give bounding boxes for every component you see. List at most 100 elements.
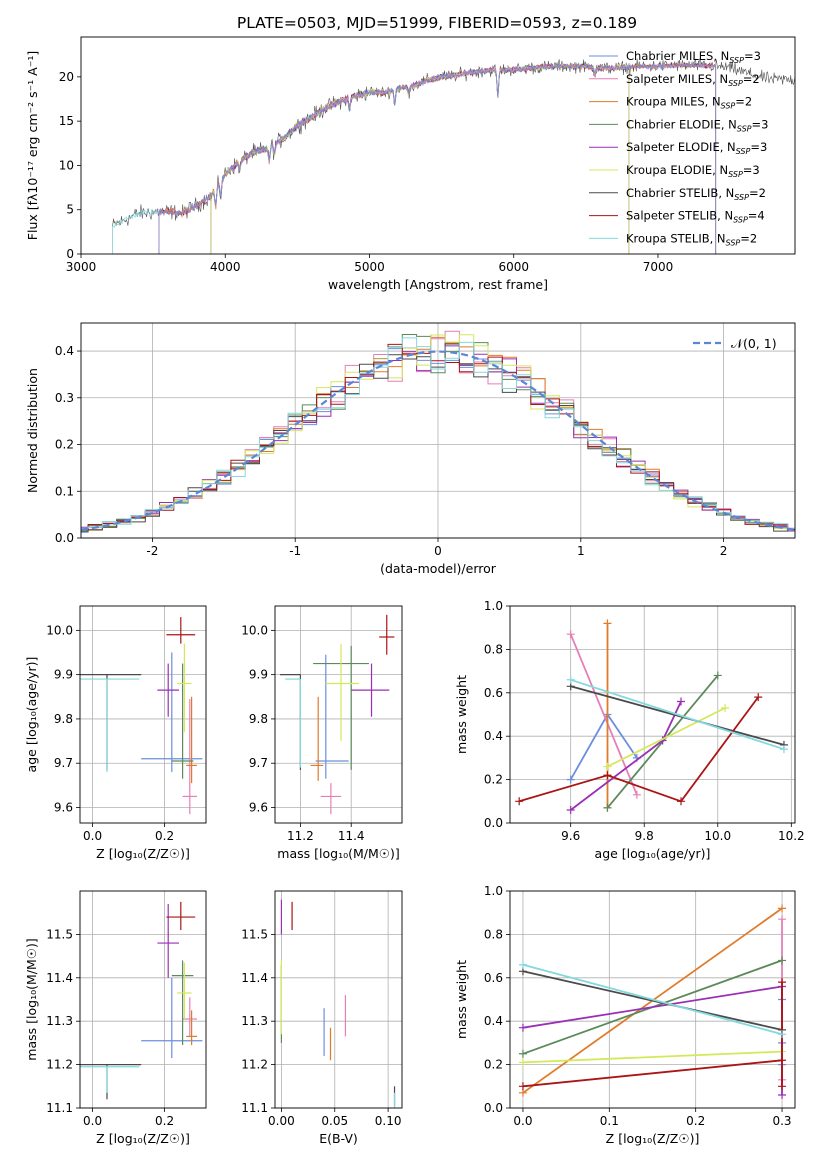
age-vs-mass-frame [274,605,403,824]
series-line [570,685,785,746]
series-marker [778,904,787,913]
age-vs-mass-ytick-label: 9.6 [249,801,268,815]
residuals-xlabel: (data-model)/error [380,561,497,576]
legend-label-sub: SSP [721,102,736,111]
mass-vs-Z-xlabel: Z [log₁₀(Z/Z☉)] [96,1131,190,1146]
mass-vs-Z-panel: 0.0 0.2 11.1 11.2 11.3 11.4 11.5 Z [log₁₀(Z/Z☉)… [24,890,207,1146]
spectrum-xlabel: wavelength [Angstrom, rest frame] [328,277,548,292]
age-vs-mass-point-chabrier-stelib [280,674,301,770]
mass-vs-Z-point-chabrier-elodie [171,960,194,1046]
spectrum-xtick-label: 3000 [66,260,97,274]
residuals-panel: -2 -1 0 1 2 0.0 0.1 0.2 0.3 0.4 (data-model)/error… [25,322,796,576]
mass-weight-vs-age-ytick-label: 1.0 [484,599,503,613]
mass-weight-vs-Z-plot-area [518,904,787,1099]
series-marker [778,1030,787,1039]
mass-vs-ebv-xtick-label: 0.05 [321,1114,348,1128]
mass-weight-vs-Z-panel: 0.0 0.1 0.2 0.3 0.0 0.2 0.4 0.6 0.8 1.0 Z [log₁₀(Z… [454,884,796,1146]
age-vs-Z-ytick-label: 9.9 [54,668,73,682]
legend-label-suffix: =4 [748,209,765,223]
spectrum-ytick-label: 15 [59,114,74,128]
series-marker [721,703,730,712]
age-vs-Z-point-kroupa-elodie [177,643,192,733]
age-vs-Z-ytick-label: 10.0 [46,623,73,637]
series-marker [778,956,787,965]
legend-label-sub: SSP [736,147,751,156]
legend-label: Salpeter STELIB, NSSP=4 [626,209,765,225]
residuals-legend: 𝒩(0, 1) [693,336,777,351]
series-line [522,982,783,1088]
spectrum-panel: 3000 4000 5000 6000 7000 0 5 10 15 20 wavelength [… [25,36,796,292]
series-line [522,1050,783,1064]
residuals-ytick-label: 0.3 [55,391,74,405]
series-marker [677,797,685,806]
mass-weight-vs-age-xtick-label: 10.0 [704,829,731,843]
age-vs-mass-ytick-label: 9.9 [249,668,268,682]
series-marker [566,630,575,639]
spectrum-ylabel: Flux [fλ10⁻¹⁷ erg cm⁻² s⁻¹ A⁻¹] [25,51,40,240]
age-vs-Z-grid [80,606,206,823]
legend-label: Salpeter MILES, NSSP=2 [626,72,760,88]
series-marker [603,619,612,628]
mass-vs-ebv-xtick-label: 0.10 [375,1114,402,1128]
series-line [570,701,682,811]
mass-weight-vs-Z-ytick-label: 0.2 [484,1058,503,1072]
series-line [522,963,783,1036]
mass-weight-vs-age-ytick-label: 0.6 [484,686,503,700]
series-line [522,970,783,1031]
residuals-xtick-label: -1 [289,544,301,558]
age-vs-mass-grid [275,606,402,823]
mass-weight-vs-age-ytick-label: 0.2 [484,773,503,787]
series-marker [677,697,685,706]
mass-weight-vs-age-xtick-label: 9.6 [561,829,580,843]
legend-label-suffix: =3 [752,117,769,131]
legend-label: Kroupa MILES, NSSP=2 [626,95,752,111]
mass-vs-Z-point-salpeter-elodie [157,904,179,978]
mass-vs-Z-point-kroupa-miles [186,1010,197,1046]
age-vs-mass-point-kroupa-elodie [325,643,359,742]
series-marker [713,671,722,680]
spectrum-legend: Chabrier MILES, NSSP=3 Salpeter MILES, NS… [589,49,768,247]
mass-vs-ebv-ytick-label: 11.5 [241,927,268,941]
legend-label-sub: SSP [729,56,744,65]
age-vs-Z-point-kroupa-stelib [80,678,140,773]
mass-weight-vs-age-frame [509,605,796,824]
legend-label: Chabrier MILES, NSSP=3 [626,49,761,65]
spectrum-xtick-label: 6000 [498,260,529,274]
legend-label-sub: SSP [726,238,741,247]
mass-vs-Z-point-salpeter-stelib [166,901,196,931]
age-vs-Z-ytick-label: 9.6 [54,801,73,815]
series-marker [518,1082,527,1091]
age-vs-Z-point-kroupa-miles [186,696,197,784]
mass-weight-vs-age-series-salpeter-stelib [515,693,763,806]
mass-vs-ebv-ytick-label: 11.4 [241,971,268,985]
mass-weight-vs-Z-xtick-label: 0.1 [600,1114,619,1128]
mass-vs-ebv-xtick-label: 0.00 [268,1114,295,1128]
age-vs-mass-point-salpeter-miles [320,783,342,815]
series-marker [566,775,575,784]
mass-weight-vs-Z-xtick-label: 0.2 [686,1114,705,1128]
spectrum-line-kroupa-stelib [112,61,717,254]
mass-vs-Z-point-salpeter-miles [182,997,197,1037]
legend-label-text: Kroupa MILES, N [626,95,721,109]
age-vs-Z-point-salpeter-miles [182,699,197,815]
mass-weight-vs-age-panel: 9.6 9.8 10.0 10.2 0.0 0.2 0.4 0.6 0.8 1.0 age [log… [454,599,805,861]
age-vs-mass-xtick-label: 11.2 [287,829,314,843]
age-vs-Z-xtick-label: 0.0 [83,829,102,843]
series-marker [603,803,612,812]
mass-weight-vs-age-plot-area [515,619,788,814]
legend-label-text: Kroupa ELODIE, N [626,163,728,177]
spectrum-ytick-label: 0 [66,247,74,261]
mass-weight-vs-Z-ytick-label: 0.8 [484,927,503,941]
mass-vs-Z-xtick-label: 0.0 [83,1114,102,1128]
age-vs-mass-ytick-label: 10.0 [241,623,268,637]
legend-label-sub: SSP [728,79,743,88]
age-vs-mass-point-kroupa-miles [310,696,324,781]
mass-vs-ebv-ytick-label: 11.2 [241,1058,268,1072]
age-vs-Z-panel: 0.0 0.2 9.6 9.7 9.8 9.9 10.0 Z [log₁₀(Z/Z☉)] age… [24,605,207,861]
mass-weight-vs-Z-frame [509,890,796,1109]
mass-vs-ebv-grid [275,891,402,1109]
mass-vs-ebv-plot-area [280,899,396,1108]
residuals-ytick-label: 0.4 [55,344,74,358]
age-vs-Z-point-chabrier-elodie [171,663,194,779]
